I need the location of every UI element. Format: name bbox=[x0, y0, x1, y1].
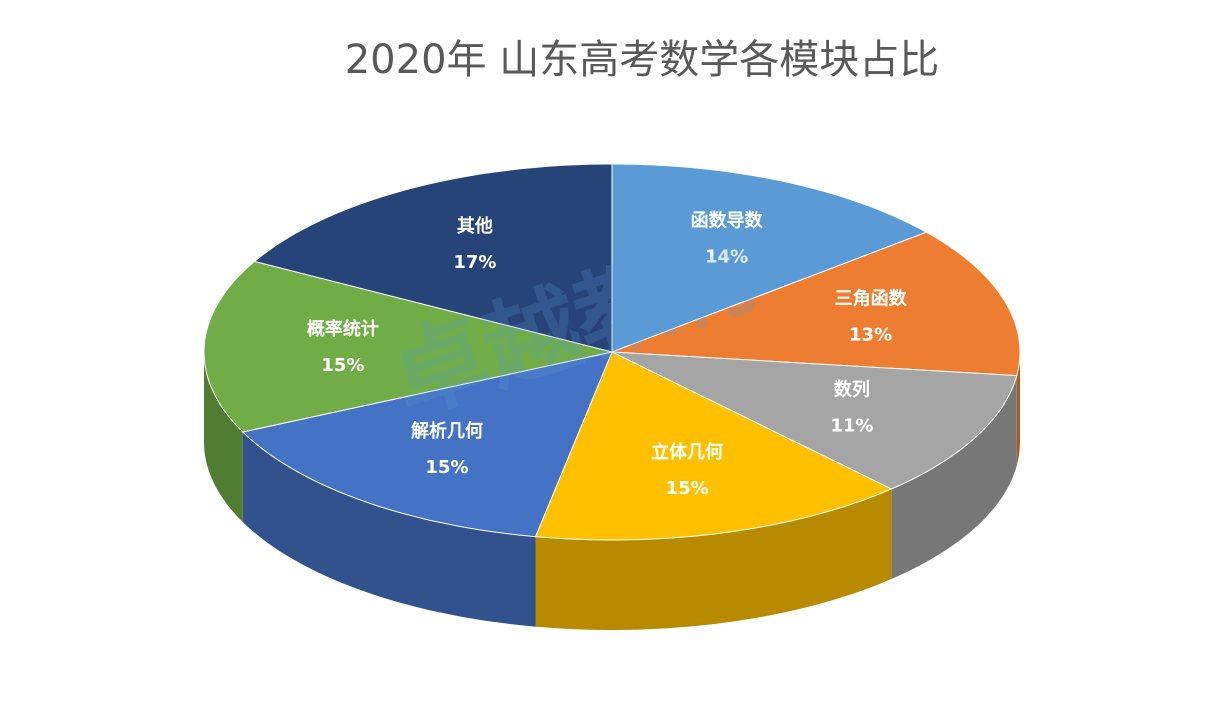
pie-tops bbox=[203, 163, 1021, 541]
slice-side bbox=[1016, 352, 1020, 466]
slice-value-label: 15% bbox=[321, 355, 364, 376]
slice-value-label: 13% bbox=[849, 324, 892, 345]
slice bbox=[534, 351, 893, 541]
slice-value-label: 15% bbox=[666, 478, 709, 499]
slice-category-label: 三角函数 bbox=[835, 287, 908, 309]
slice-side bbox=[891, 375, 1017, 579]
slice bbox=[241, 351, 613, 538]
slice-value-label: 14% bbox=[705, 247, 748, 268]
slice bbox=[611, 163, 928, 353]
slice-category-label: 解析几何 bbox=[411, 420, 483, 442]
slice-category-label: 立体几何 bbox=[651, 441, 723, 463]
slice-value-label: 15% bbox=[425, 457, 468, 478]
slice-side bbox=[242, 432, 536, 627]
slice bbox=[611, 351, 1018, 490]
slice-value-label: 11% bbox=[830, 415, 873, 436]
chart-title: 2020年 山东高考数学各模块占比 bbox=[345, 37, 940, 83]
slice bbox=[253, 163, 613, 353]
slice-category-label: 函数导数 bbox=[691, 210, 764, 232]
slice bbox=[203, 260, 613, 433]
slice-side bbox=[204, 352, 243, 522]
slice-category-label: 数列 bbox=[834, 378, 870, 400]
pie-sides bbox=[204, 352, 1020, 630]
slice-labels: 函数导数 14% 三角函数 13% 数列 11% 立体几何 15% 解析几何 15% 概率统计 15%… bbox=[307, 210, 908, 499]
slice-value-label: 17% bbox=[453, 252, 496, 273]
slice-category-label: 概率统计 bbox=[307, 318, 379, 340]
slice bbox=[611, 231, 1021, 377]
slice-side bbox=[535, 489, 892, 630]
slice-category-label: 其他 bbox=[457, 215, 493, 237]
